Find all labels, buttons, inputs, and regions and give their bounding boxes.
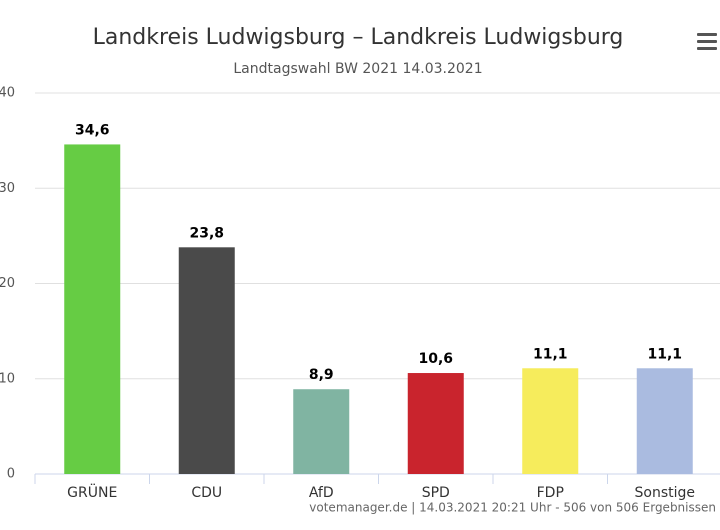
value-label: 23,8	[189, 225, 224, 241]
y-tick-label: 20	[0, 276, 15, 291]
bar	[64, 144, 121, 474]
bar	[407, 373, 464, 474]
bar	[178, 247, 235, 474]
value-label: 34,6	[75, 122, 110, 138]
y-tick-label: 10	[0, 371, 15, 386]
x-tick-label: AfD	[309, 485, 334, 501]
y-tick-label: 30	[0, 181, 15, 196]
bar	[636, 368, 693, 474]
value-label: 11,1	[533, 346, 568, 362]
bar	[522, 368, 579, 474]
menu-button[interactable]	[697, 33, 717, 50]
menu-bar[interactable]	[697, 40, 717, 43]
credits: votemanager.de | 14.03.2021 20:21 Uhr - …	[309, 501, 716, 515]
x-tick-label: GRÜNE	[67, 483, 117, 501]
chart-title: Landkreis Ludwigsburg – Landkreis Ludwig…	[93, 25, 624, 50]
x-tick-label: SPD	[422, 485, 450, 501]
x-tick-label: CDU	[191, 485, 222, 501]
value-label: 8,9	[309, 367, 334, 383]
value-label: 10,6	[418, 351, 453, 367]
y-tick-label: 40	[0, 86, 15, 101]
bar	[293, 389, 350, 474]
value-label: 11,1	[647, 346, 682, 362]
x-tick-label: Sonstige	[635, 485, 696, 501]
x-tick-label: FDP	[537, 485, 564, 501]
y-tick-label: 0	[7, 467, 15, 482]
menu-bar[interactable]	[697, 33, 717, 36]
chart-subtitle: Landtagswahl BW 2021 14.03.2021	[233, 61, 482, 77]
menu-bar[interactable]	[697, 47, 717, 50]
